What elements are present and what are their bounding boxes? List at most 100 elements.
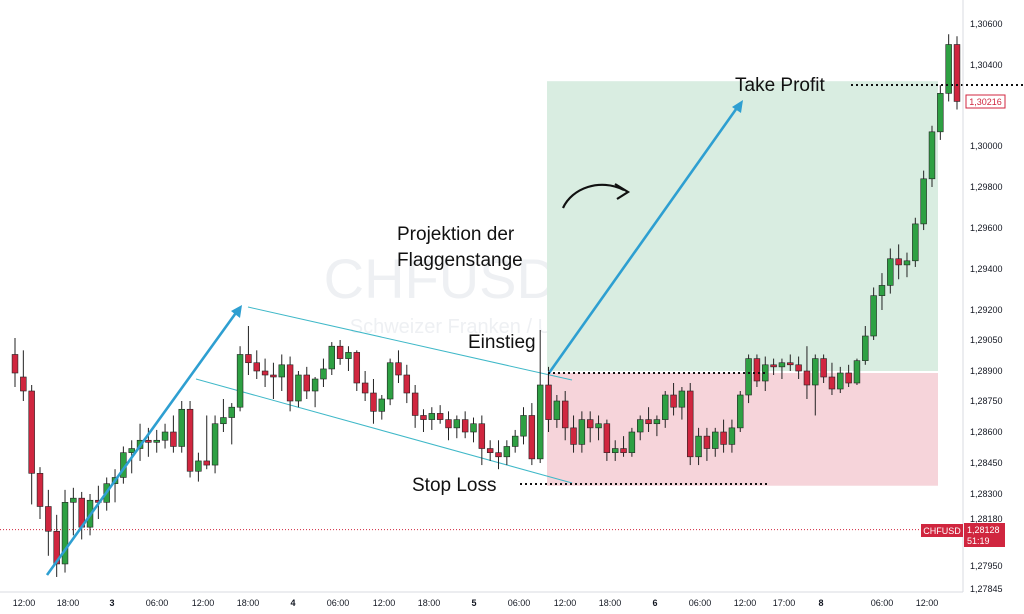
candle-bearish	[420, 409, 427, 432]
candle-bearish	[495, 440, 502, 470]
candle-body	[11, 354, 19, 374]
take-profit-zone	[547, 81, 938, 371]
candle-body	[170, 431, 177, 447]
stop-loss-label: Stop Loss	[412, 475, 497, 496]
candle-body	[912, 223, 919, 262]
candle-bullish	[628, 427, 636, 457]
candle-body	[678, 390, 686, 408]
candle-bearish	[795, 356, 802, 379]
time-tick-label: 06:00	[508, 598, 531, 608]
candle-body	[870, 295, 877, 337]
price-axis[interactable]: 1,30600 1,30400 1,30000 1,29800 1,29600 1,294…	[970, 19, 1003, 594]
projection-arrowhead	[732, 100, 743, 113]
candle-body	[386, 362, 394, 400]
candle-body	[353, 352, 361, 384]
candle-bullish	[178, 401, 185, 453]
candle-body	[620, 448, 627, 453]
candle-body	[145, 439, 152, 443]
flagpole-arrow-line	[45, 309, 240, 576]
candle-body	[420, 415, 427, 420]
candle-bullish	[70, 487, 77, 536]
candle-bearish	[361, 371, 369, 401]
time-tick-label: 18:00	[599, 598, 622, 608]
candle-body	[945, 44, 952, 94]
time-tick-label: 18:00	[418, 598, 441, 608]
flag-channel-lower-line	[195, 378, 573, 484]
candle-body	[903, 260, 911, 266]
time-tick-label: 12:00	[192, 598, 215, 608]
take-profit-label: Take Profit	[735, 75, 825, 96]
candle-bullish	[695, 427, 702, 466]
price-tick-label: 1,28750	[970, 396, 1003, 406]
candle-bearish	[245, 326, 252, 375]
candle-body	[461, 419, 469, 433]
candle-body	[662, 394, 669, 420]
time-tick-day-label: 3	[109, 598, 114, 608]
candle-body	[378, 398, 386, 412]
projection-label-line2: Flaggenstange	[397, 250, 523, 271]
ticker-badge-price: 1,28128	[967, 525, 1000, 535]
candle-bearish	[395, 350, 402, 383]
candle-bearish	[261, 358, 269, 387]
candle-body	[403, 374, 411, 394]
candle-body	[545, 384, 552, 420]
candle-bullish	[712, 427, 719, 457]
candle-body	[687, 390, 694, 458]
candle-body	[236, 354, 244, 408]
candle-body	[812, 358, 819, 386]
candle-body	[28, 390, 35, 474]
candle-bullish	[470, 417, 477, 443]
candle-body	[728, 427, 736, 445]
candle-bullish	[920, 170, 927, 231]
price-tick-label: 1,28450	[970, 458, 1003, 468]
candle-body	[611, 448, 619, 453]
candle-bullish	[862, 326, 869, 365]
candle-bullish	[161, 423, 169, 449]
candle-bearish	[78, 491, 85, 540]
candle-body	[553, 400, 561, 420]
candle-body	[303, 374, 310, 392]
candle-bullish	[536, 330, 544, 463]
candle-body	[411, 392, 419, 416]
candle-body	[511, 435, 519, 447]
time-tick-label: 12:00	[13, 598, 36, 608]
candle-bearish	[620, 436, 627, 457]
candle-body	[53, 530, 60, 565]
candle-body	[637, 419, 644, 433]
price-tick-label: 1,27845	[970, 584, 1003, 594]
candle-body	[253, 362, 260, 372]
candle-body	[178, 408, 185, 447]
candle-bullish	[812, 354, 819, 416]
candle-body	[270, 374, 277, 378]
candle-body	[920, 178, 927, 225]
candle-body	[803, 370, 811, 386]
candle-body	[828, 376, 836, 390]
time-tick-label: 12:00	[554, 598, 577, 608]
candle-body	[770, 364, 777, 368]
candle-body	[561, 400, 569, 429]
candle-body	[578, 419, 586, 445]
candle-bullish	[737, 391, 744, 432]
candle-bearish	[953, 36, 961, 110]
price-tick-label: 1,29400	[970, 264, 1003, 274]
time-tick-label: 06:00	[871, 598, 894, 608]
candle-bearish	[478, 415, 486, 466]
candle-body	[820, 358, 827, 378]
candle-bullish	[837, 366, 844, 393]
candle-body	[286, 364, 294, 402]
current-price-label: 1,30216	[969, 97, 1002, 107]
candle-bearish	[670, 383, 677, 416]
candle-bearish	[370, 379, 377, 424]
candle-bearish	[770, 358, 777, 375]
time-axis[interactable]: 12:00 18:00 3 06:00 12:00 18:00 4 06:00 12:00 18:…	[13, 598, 939, 608]
candle-body	[787, 362, 794, 366]
candle-body	[186, 408, 194, 472]
projection-arrow-line	[547, 104, 741, 374]
candle-bullish	[345, 346, 352, 371]
candle-body	[428, 413, 436, 420]
candle-body	[203, 460, 210, 466]
candle-body	[795, 364, 802, 372]
candle-bullish	[511, 429, 519, 453]
candle-bearish	[570, 415, 577, 453]
